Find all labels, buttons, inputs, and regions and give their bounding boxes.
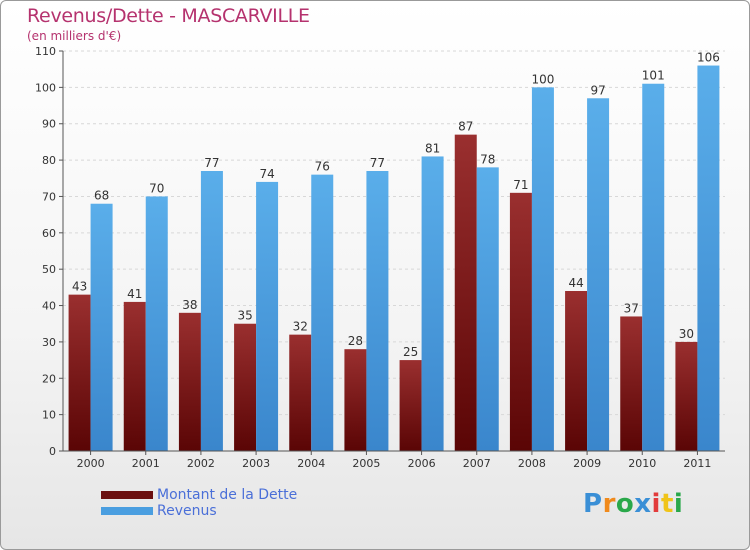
bar-revenus (256, 181, 279, 451)
data-label-revenus: 78 (480, 152, 495, 166)
bar-dette (234, 323, 257, 451)
bar-dette (675, 341, 698, 451)
data-label-revenus: 101 (642, 69, 665, 83)
logo-letter: i (651, 489, 661, 519)
x-tick-label: 2005 (352, 457, 380, 470)
bar-revenus (531, 87, 554, 451)
bar-revenus (476, 167, 499, 451)
y-tick-label: 60 (42, 227, 56, 240)
bar-revenus (145, 196, 168, 451)
bar-dette (68, 294, 91, 451)
bar-dette (454, 134, 477, 452)
proxiti-logo: Proxiti (583, 489, 683, 519)
logo-letter: i (673, 489, 684, 519)
bar-dette (509, 192, 532, 451)
data-label-revenus: 77 (370, 156, 385, 170)
data-label-revenus: 70 (149, 181, 164, 195)
logo-letter: o (615, 489, 635, 519)
bar-revenus (587, 98, 610, 451)
data-label-dette: 87 (458, 120, 473, 134)
bar-dette (399, 360, 422, 451)
bar-dette (178, 312, 201, 451)
data-label-revenus: 77 (204, 156, 219, 170)
bar-dette (344, 349, 367, 451)
data-label-dette: 25 (403, 345, 418, 359)
data-label-revenus: 68 (94, 189, 109, 203)
x-tick-label: 2003 (242, 457, 270, 470)
data-label-dette: 71 (513, 178, 528, 192)
x-tick-label: 2008 (518, 457, 546, 470)
bar-revenus (90, 203, 113, 451)
logo-letter: P (583, 489, 603, 519)
x-tick-label: 2002 (187, 457, 215, 470)
x-tick-label: 2006 (408, 457, 436, 470)
labels-layer: 43 68 41 70 38 77 35 74 32 76 28 77 25 81 87 78 71 100 44 9… (72, 51, 720, 360)
logo-letter: t (660, 489, 674, 519)
x-tick-label: 2010 (628, 457, 656, 470)
data-label-dette: 41 (127, 287, 142, 301)
chart-subtitle: (en milliers d'€) (27, 29, 122, 43)
data-label-revenus: 74 (259, 167, 274, 181)
x-tick-label: 2004 (297, 457, 325, 470)
grid-layer (63, 50, 725, 452)
bar-dette (565, 291, 588, 451)
legend-label-revenus: Revenus (157, 503, 217, 519)
data-label-revenus: 100 (531, 72, 554, 86)
data-label-dette: 38 (182, 298, 197, 312)
y-tick-label: 30 (42, 336, 56, 349)
x-tick-label: 2011 (683, 457, 711, 470)
legend-swatch-debt (101, 491, 153, 499)
data-label-dette: 43 (72, 280, 87, 294)
bar-revenus (200, 171, 223, 451)
logo-letter: x (634, 489, 652, 519)
axis-layer: 0 10 20 30 40 50 60 70 80 90 100 110 2000 2001 2002 200… (35, 45, 725, 470)
bar-dette (620, 316, 643, 451)
bar-revenus (366, 171, 389, 451)
y-tick-label: 80 (42, 154, 56, 167)
data-label-dette: 44 (568, 276, 583, 290)
y-tick-label: 100 (35, 81, 56, 94)
data-label-dette: 32 (293, 320, 308, 334)
bars-layer (68, 65, 720, 452)
data-label-dette: 30 (679, 327, 694, 341)
legend: Montant de la Dette Revenus (101, 487, 297, 519)
data-label-dette: 35 (237, 309, 252, 323)
y-tick-label: 90 (42, 118, 56, 131)
y-tick-label: 50 (42, 263, 56, 276)
logo-letter: r (602, 489, 616, 519)
y-tick-label: 20 (42, 372, 56, 385)
data-label-revenus: 97 (590, 83, 605, 97)
chart-title: Revenus/Dette - MASCARVILLE (27, 5, 310, 27)
y-tick-label: 10 (42, 409, 56, 422)
legend-item-debt: Montant de la Dette (101, 487, 297, 503)
x-tick-label: 2000 (77, 457, 105, 470)
data-label-dette: 37 (624, 301, 639, 315)
data-label-revenus: 106 (697, 51, 720, 65)
x-tick-label: 2001 (132, 457, 160, 470)
y-tick-label: 0 (49, 445, 56, 458)
bar-revenus (697, 65, 720, 451)
x-tick-label: 2007 (463, 457, 491, 470)
y-tick-label: 70 (42, 190, 56, 203)
bar-revenus (421, 156, 444, 452)
legend-label-debt: Montant de la Dette (157, 487, 298, 503)
legend-item-revenus: Revenus (101, 503, 297, 519)
bar-dette (123, 301, 146, 451)
bar-revenus (642, 83, 665, 452)
data-label-revenus: 76 (315, 160, 330, 174)
x-tick-label: 2009 (573, 457, 601, 470)
data-label-dette: 28 (348, 334, 363, 348)
bar-revenus (311, 174, 334, 452)
y-tick-label: 110 (35, 45, 56, 58)
y-tick-label: 40 (42, 300, 56, 313)
bar-dette (289, 334, 312, 451)
legend-swatch-revenus (101, 507, 153, 515)
data-label-revenus: 81 (425, 141, 440, 155)
